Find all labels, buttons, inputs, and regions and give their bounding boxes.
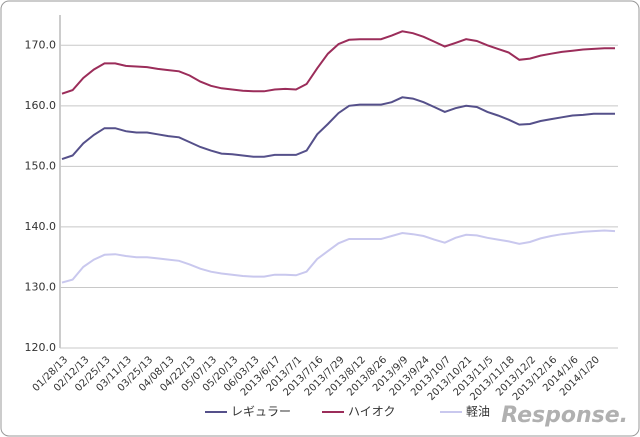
y-tick-label: 160.0 [25,99,57,112]
legend-label: レギュラー [231,405,291,419]
y-tick-label: 150.0 [25,159,57,172]
legend-label: 軽油 [466,405,490,419]
y-tick-label: 170.0 [25,38,57,51]
y-tick-label: 120.0 [25,341,57,354]
watermark: Response. [501,403,628,428]
series-line [61,229,616,284]
y-tick-label: 130.0 [25,280,57,293]
y-tick-label: 140.0 [25,220,57,233]
series-line [61,30,615,95]
series-line [61,96,615,161]
legend-label: ハイオク [348,405,396,419]
